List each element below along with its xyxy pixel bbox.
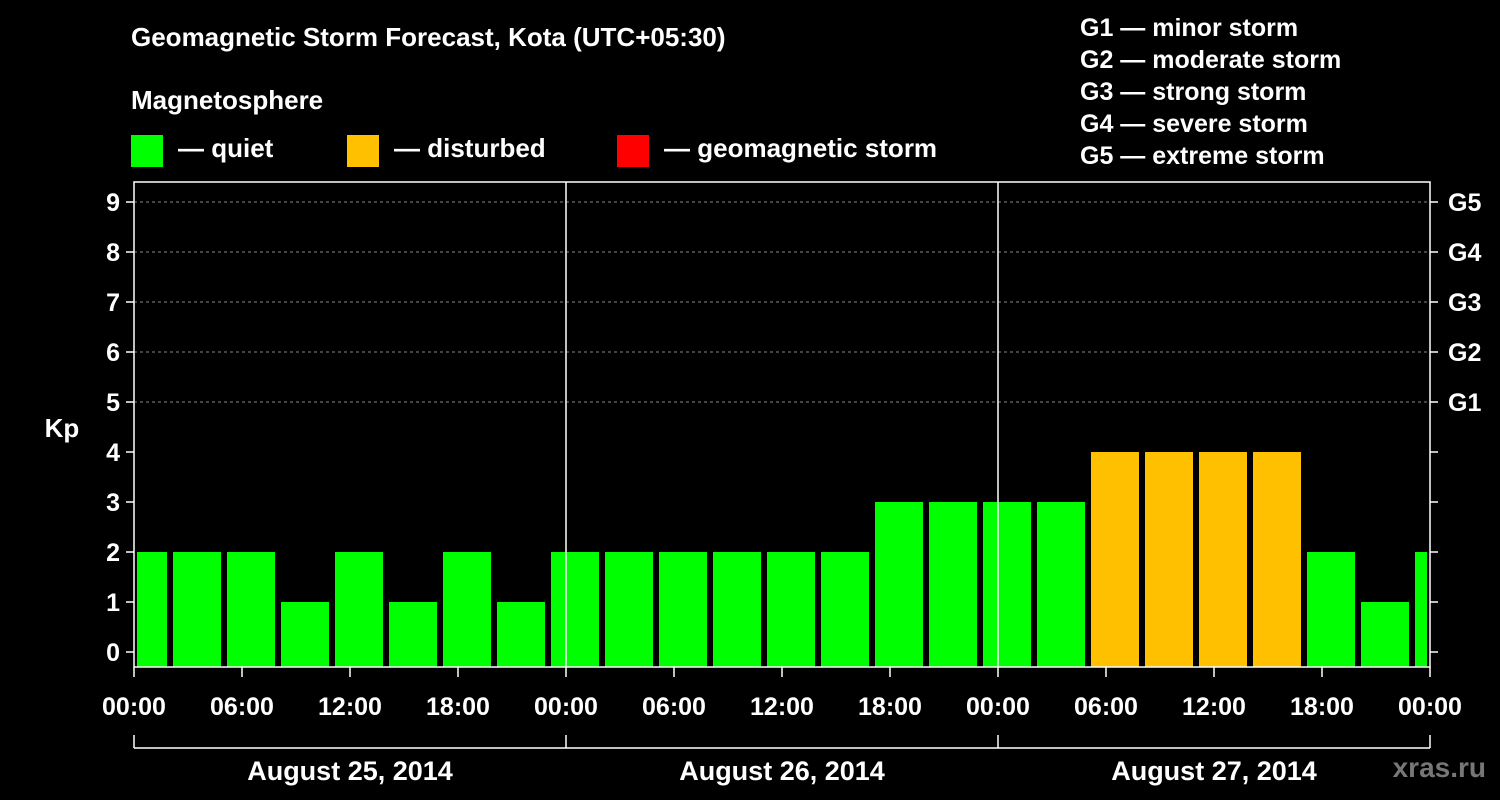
x-tick-label: 18:00 — [1290, 693, 1354, 721]
y-tick-label: 9 — [106, 189, 120, 217]
kp-bar — [1199, 452, 1247, 667]
x-tick-label: 00:00 — [1398, 693, 1462, 721]
kp-bar — [1145, 452, 1193, 667]
y-tick-label: 6 — [106, 339, 120, 367]
y-tick-label: 7 — [106, 289, 120, 317]
kp-bar — [659, 552, 707, 667]
x-tick-label: 12:00 — [318, 693, 382, 721]
kp-bar — [1307, 552, 1355, 667]
x-tick-label: 00:00 — [534, 693, 598, 721]
legend-quiet-label: — quiet — [178, 133, 274, 163]
kp-bar — [335, 552, 383, 667]
kp-bar — [983, 502, 1031, 667]
date-label: August 26, 2014 — [679, 756, 885, 786]
g-scale-label: G1 — [1448, 389, 1481, 417]
kp-bar — [929, 502, 977, 667]
x-tick-label: 12:00 — [1182, 693, 1246, 721]
date-label: August 25, 2014 — [247, 756, 453, 786]
kp-bar — [497, 602, 545, 667]
kp-bar — [1415, 552, 1427, 667]
watermark: xras.ru — [1392, 752, 1486, 783]
x-tick-label: 18:00 — [858, 693, 922, 721]
y-tick-label: 4 — [106, 439, 120, 467]
kp-bar — [389, 602, 437, 667]
y-tick-label: 3 — [106, 489, 120, 517]
legend-storm-label: — geomagnetic storm — [664, 133, 938, 163]
legend-disturbed-label: — disturbed — [394, 133, 546, 163]
date-label: August 27, 2014 — [1111, 756, 1317, 786]
kp-bar — [137, 552, 167, 667]
x-tick-label: 00:00 — [102, 693, 166, 721]
x-tick-label: 12:00 — [750, 693, 814, 721]
legend-title: Magnetosphere — [131, 85, 324, 115]
storm-scale-g1: G1 — minor storm — [1080, 14, 1299, 42]
storm-scale-g2: G2 — moderate storm — [1080, 46, 1342, 74]
x-tick-label: 00:00 — [966, 693, 1030, 721]
kp-bar — [1253, 452, 1301, 667]
kp-bar — [713, 552, 761, 667]
x-tick-label: 06:00 — [1074, 693, 1138, 721]
quiet-swatch — [131, 135, 163, 167]
kp-bar — [281, 602, 329, 667]
kp-bar — [173, 552, 221, 667]
y-axis-label: Kp — [45, 413, 80, 443]
g-scale-label: G4 — [1448, 239, 1481, 267]
g-scale-label: G2 — [1448, 339, 1481, 367]
kp-bar — [1361, 602, 1409, 667]
kp-bar — [767, 552, 815, 667]
y-tick-label: 2 — [106, 539, 120, 567]
kp-bar — [875, 502, 923, 667]
y-tick-label: 8 — [106, 239, 120, 267]
kp-bar — [227, 552, 275, 667]
kp-bar — [1037, 502, 1085, 667]
g-scale-label: G5 — [1448, 189, 1481, 217]
x-tick-label: 06:00 — [210, 693, 274, 721]
kp-bar — [443, 552, 491, 667]
y-tick-label: 0 — [106, 639, 120, 667]
storm-scale-g4: G4 — severe storm — [1080, 110, 1308, 138]
disturbed-swatch — [347, 135, 379, 167]
kp-bar — [605, 552, 653, 667]
kp-bar — [551, 552, 599, 667]
g-scale-label: G3 — [1448, 289, 1481, 317]
y-tick-label: 1 — [106, 589, 120, 617]
y-tick-label: 5 — [106, 389, 120, 417]
kp-bar — [821, 552, 869, 667]
x-tick-label: 06:00 — [642, 693, 706, 721]
storm-scale-g3: G3 — strong storm — [1080, 78, 1307, 106]
kp-bar — [1091, 452, 1139, 667]
storm-swatch — [617, 135, 649, 167]
chart-title: Geomagnetic Storm Forecast, Kota (UTC+05… — [131, 22, 726, 52]
x-tick-label: 18:00 — [426, 693, 490, 721]
storm-scale-g5: G5 — extreme storm — [1080, 142, 1325, 170]
